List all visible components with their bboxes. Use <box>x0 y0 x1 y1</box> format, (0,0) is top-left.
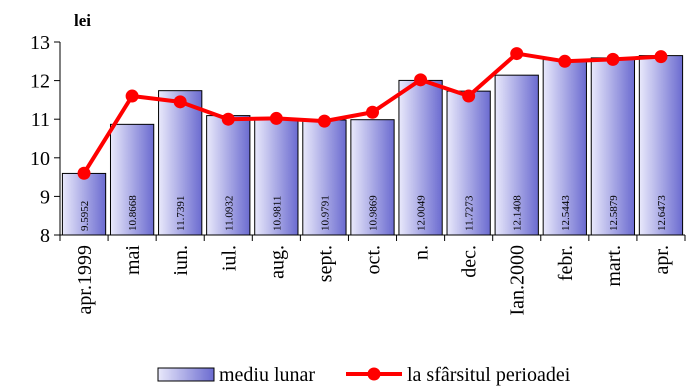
bar-value-label: 10.9791 <box>319 195 331 231</box>
bar <box>590 57 636 236</box>
x-category-label: oct. <box>363 245 385 274</box>
bar-value-label: 10.9811 <box>271 196 283 231</box>
line-point <box>221 112 235 126</box>
legend-line-marker <box>367 367 381 381</box>
line-point <box>462 89 476 103</box>
y-tick-label: 8 <box>40 225 50 247</box>
plot-area: 8 9 10 11 12 13 9.5952 10.8668 11.7391 11.0932 10.… <box>30 32 686 316</box>
legend-line-label: la sfârsitul perioadei <box>407 364 571 386</box>
line-point <box>366 105 379 119</box>
x-category-label: n. <box>411 245 433 260</box>
line-point <box>173 95 187 109</box>
line-point <box>606 52 620 66</box>
bar-value-label: 10.8668 <box>127 195 139 231</box>
bar <box>254 119 299 236</box>
x-category-label: febr. <box>555 245 577 281</box>
bar-value-label: 9.5952 <box>79 201 91 231</box>
line-point <box>317 114 331 128</box>
bar <box>350 119 395 236</box>
x-category-label: apr.1999 <box>74 245 96 314</box>
y-tick-label: 13 <box>30 32 50 54</box>
bar-value-label: 10.9869 <box>368 195 380 231</box>
bar-value-label: 12.5879 <box>608 195 620 231</box>
bar <box>206 115 251 236</box>
bar <box>109 123 155 236</box>
bar <box>638 55 684 236</box>
bar-value-label: 12.5443 <box>560 195 572 231</box>
legend: mediu lunar la sfârsitul perioadei <box>157 364 571 386</box>
y-tick-label: 10 <box>30 148 50 170</box>
bar-value-label: 12.1408 <box>512 195 524 231</box>
x-category-label: iun. <box>170 245 192 276</box>
x-category-label: apr. <box>651 245 673 274</box>
x-category-label: iul. <box>218 245 240 271</box>
legend-bar-swatch <box>157 367 215 382</box>
bar-value-label: 11.7391 <box>175 196 187 231</box>
line-point <box>125 89 139 103</box>
line-point <box>510 47 524 61</box>
bar-value-label: 11.7273 <box>464 195 476 231</box>
line-point <box>269 111 283 125</box>
y-axis-unit-label: lei <box>74 11 91 30</box>
legend-bar-label: mediu lunar <box>219 364 315 386</box>
x-category-label: aug. <box>266 245 288 279</box>
bar <box>542 59 587 236</box>
bar <box>61 172 107 236</box>
bar <box>446 90 491 236</box>
line-point <box>77 166 91 180</box>
line-point <box>414 73 428 87</box>
x-category-label: mai <box>122 245 144 275</box>
y-tick-label: 11 <box>31 109 50 131</box>
line-point <box>558 54 572 68</box>
line-point <box>654 50 668 64</box>
x-category-label: sept. <box>314 245 336 282</box>
bar-value-label: 11.0932 <box>223 196 235 231</box>
bar <box>494 74 539 236</box>
x-category-label: dec. <box>459 245 481 278</box>
y-tick-label: 12 <box>30 71 50 93</box>
bar <box>398 79 443 236</box>
bar-value-label: 12.0049 <box>416 195 428 231</box>
bar-value-label: 12.6473 <box>656 195 668 231</box>
x-category-label: mart. <box>603 245 625 287</box>
bar <box>158 90 203 236</box>
y-tick-label: 9 <box>40 186 50 208</box>
x-category-label: Ian.2000 <box>507 245 529 316</box>
